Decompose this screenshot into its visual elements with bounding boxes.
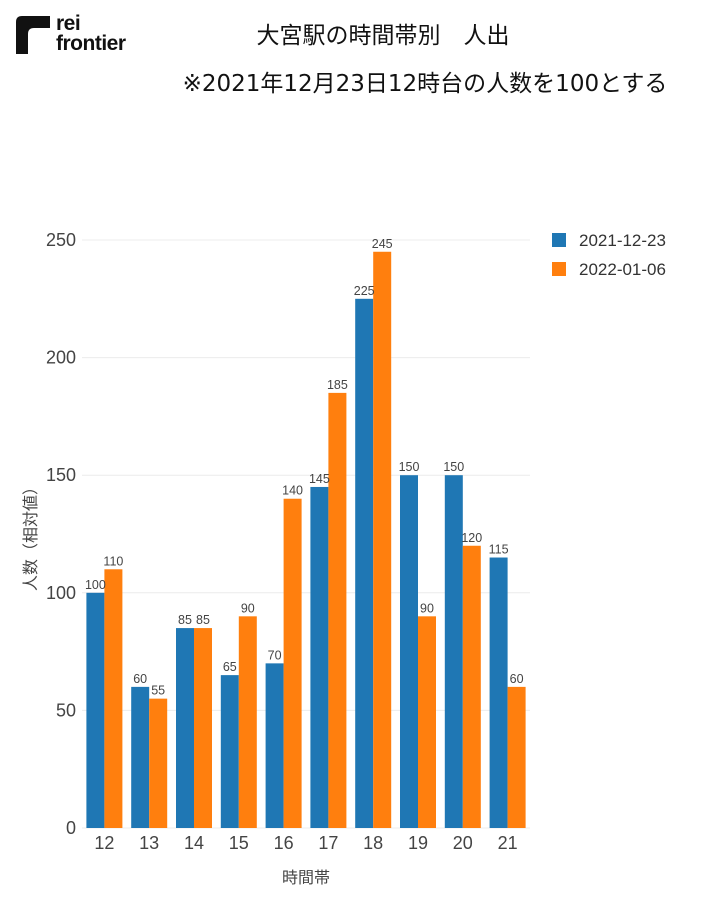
data-label: 70 xyxy=(268,648,282,662)
y-axis-label: 人数（相対値） xyxy=(21,479,40,591)
logo-line-1: rei xyxy=(56,12,81,35)
legend-label[interactable]: 2022-01-06 xyxy=(579,260,666,279)
data-labels: 100 110 60 55 85 85 65 90 70 140 145 185 225 245 150 90… xyxy=(85,237,524,698)
y-tick-label: 200 xyxy=(46,348,76,368)
bar-2021-12-23-13[interactable] xyxy=(131,686,150,828)
data-label: 245 xyxy=(372,237,393,251)
data-label: 225 xyxy=(354,284,375,298)
x-tick-label: 16 xyxy=(274,833,294,853)
bar-2022-01-06-12[interactable] xyxy=(104,569,123,828)
bar-2022-01-06-17[interactable] xyxy=(328,392,347,828)
bar-2021-12-23-18[interactable] xyxy=(355,298,374,828)
bar-2022-01-06-19[interactable] xyxy=(418,616,436,828)
x-tick-label: 17 xyxy=(318,833,338,853)
data-label: 85 xyxy=(178,613,192,627)
x-axis-label: 時間帯 xyxy=(282,868,330,887)
rei-frontier-logo: rei frontier xyxy=(16,12,136,58)
legend[interactable]: 2021-12-23 2022-01-06 xyxy=(552,231,666,279)
data-label: 140 xyxy=(282,484,303,498)
data-label: 60 xyxy=(510,672,524,686)
x-tick-label: 13 xyxy=(139,833,159,853)
bar-2022-01-06-16[interactable] xyxy=(283,498,302,828)
data-label: 90 xyxy=(420,601,434,615)
data-label: 115 xyxy=(489,543,509,557)
legend-label[interactable]: 2021-12-23 xyxy=(579,231,666,250)
bar-2022-01-06-21[interactable] xyxy=(507,686,526,828)
bar-2021-12-23-21[interactable] xyxy=(489,557,508,828)
data-label: 145 xyxy=(309,472,330,486)
data-label: 65 xyxy=(223,660,237,674)
x-tick-label: 12 xyxy=(94,833,114,853)
data-label: 120 xyxy=(461,531,482,545)
legend-swatch-2021-12-23[interactable] xyxy=(552,233,566,247)
data-label: 110 xyxy=(103,554,123,568)
bar-2022-01-06-20[interactable] xyxy=(462,545,481,828)
bar-2021-12-23-14[interactable] xyxy=(176,628,194,828)
data-label: 85 xyxy=(196,613,210,627)
bar-2022-01-06-18[interactable] xyxy=(373,251,392,828)
bar-2022-01-06-14[interactable] xyxy=(194,628,212,828)
data-label: 60 xyxy=(133,672,147,686)
bar-2021-12-23-17[interactable] xyxy=(310,486,329,828)
bar-2022-01-06-15[interactable] xyxy=(238,616,257,828)
bar-2021-12-23-20[interactable] xyxy=(444,475,463,828)
x-tick-label: 14 xyxy=(184,833,204,853)
bar-2021-12-23-12[interactable] xyxy=(86,592,105,828)
x-tick-label: 18 xyxy=(363,833,383,853)
data-label: 100 xyxy=(85,578,106,592)
bars xyxy=(86,251,526,828)
legend-swatch-2022-01-06[interactable] xyxy=(552,262,566,276)
y-tick-label: 250 xyxy=(46,230,76,250)
data-label: 150 xyxy=(443,460,464,474)
x-tick-label: 15 xyxy=(229,833,249,853)
logo-line-2: frontier xyxy=(56,32,126,55)
bar-2021-12-23-19[interactable] xyxy=(400,475,418,828)
bar-2022-01-06-13[interactable] xyxy=(149,698,168,828)
x-tick-label: 21 xyxy=(498,833,518,853)
data-label: 90 xyxy=(241,601,255,615)
chart-subtitle: ※2021年12月23日12時台の人数を100とする xyxy=(182,71,668,97)
data-label: 150 xyxy=(399,460,420,474)
bar-2021-12-23-16[interactable] xyxy=(265,663,284,828)
axes: 0 50 100 150 200 250 12 13 14 15 16 17 18 19 20 21 xyxy=(46,230,518,853)
y-tick-label: 100 xyxy=(46,583,76,603)
logo-mark-icon xyxy=(16,16,50,54)
y-tick-label: 50 xyxy=(56,700,76,720)
x-tick-label: 20 xyxy=(453,833,473,853)
bar-2021-12-23-15[interactable] xyxy=(220,675,239,828)
x-tick-label: 19 xyxy=(408,833,428,853)
chart-title: 大宮駅の時間帯別 人出 xyxy=(256,23,510,49)
data-label: 55 xyxy=(151,684,165,698)
y-tick-label: 150 xyxy=(46,465,76,485)
data-label: 185 xyxy=(327,378,348,392)
y-tick-label: 0 xyxy=(66,818,76,838)
